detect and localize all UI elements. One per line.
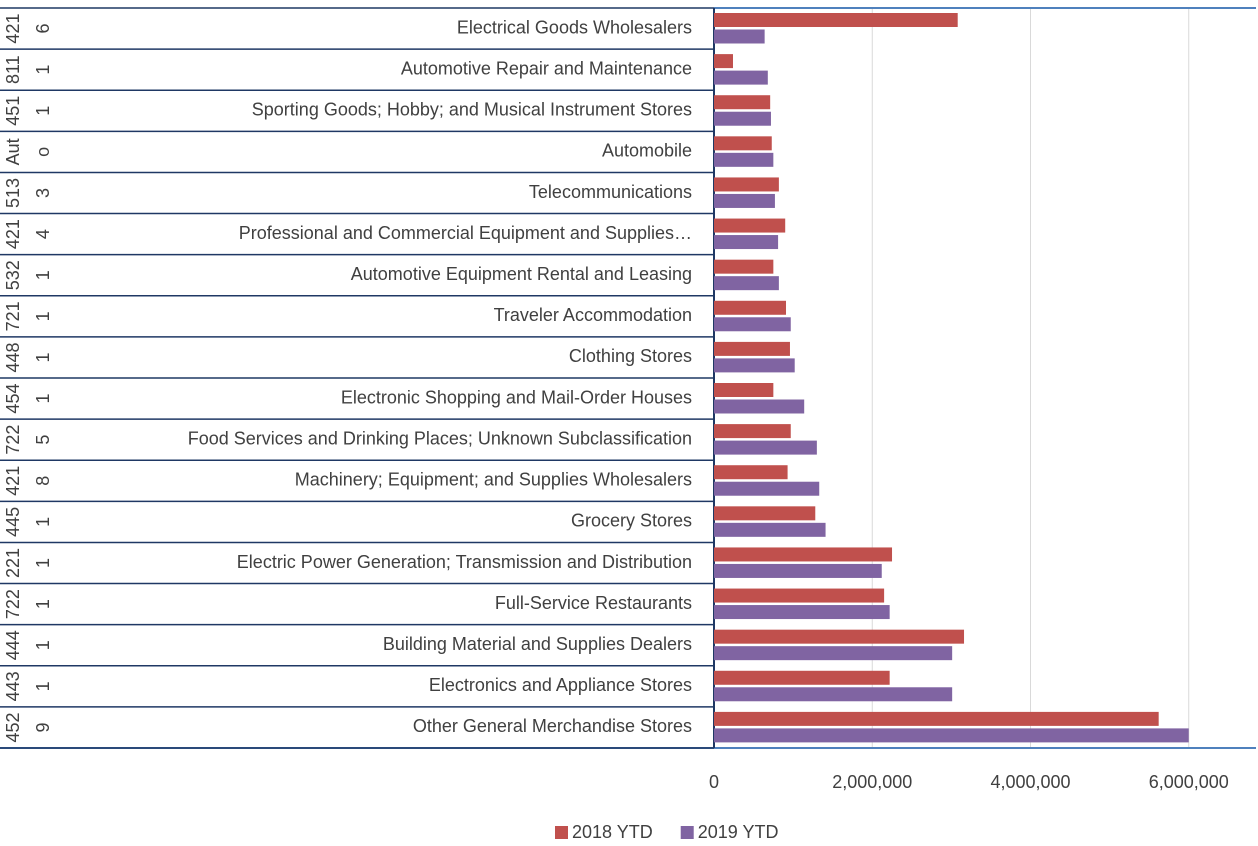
- category-group-label: 221: [3, 548, 23, 578]
- bar: [714, 29, 765, 44]
- bar: [714, 687, 953, 702]
- category-label: Automotive Repair and Maintenance: [401, 58, 692, 78]
- bar: [714, 522, 826, 537]
- bar: [714, 547, 893, 562]
- category-group-label: 421: [3, 14, 23, 44]
- category-subgroup-label: 1: [33, 517, 53, 527]
- category-group-label: 448: [3, 342, 23, 372]
- category-group-label: 451: [3, 96, 23, 126]
- category-subgroup-label: 1: [33, 681, 53, 691]
- legend-label: 2018 YTD: [572, 822, 653, 842]
- bar: [714, 605, 890, 620]
- category-label: Electric Power Generation; Transmission …: [237, 552, 692, 572]
- category-label: Other General Merchandise Stores: [413, 716, 692, 736]
- bar: [714, 358, 795, 373]
- bar: [714, 276, 779, 291]
- category-label: Electronic Shopping and Mail-Order House…: [341, 387, 692, 407]
- bar: [714, 424, 791, 439]
- category-group-label: 421: [3, 219, 23, 249]
- category-group-label: Aut: [3, 138, 23, 165]
- bar: [714, 317, 791, 332]
- category-subgroup-label: 1: [33, 352, 53, 362]
- category-label: Clothing Stores: [569, 346, 692, 366]
- category-group-label: 532: [3, 260, 23, 290]
- category-subgroup-label: 1: [33, 311, 53, 321]
- category-subgroup-label: 8: [33, 476, 53, 486]
- bar: [714, 218, 786, 233]
- bar: [714, 259, 774, 274]
- category-label: Food Services and Drinking Places; Unkno…: [188, 428, 692, 448]
- category-label: Telecommunications: [529, 182, 692, 202]
- category-label: Machinery; Equipment; and Supplies Whole…: [295, 470, 692, 490]
- category-group-label: 444: [3, 630, 23, 660]
- bar: [714, 728, 1189, 743]
- category-subgroup-label: 5: [33, 435, 53, 445]
- bar: [714, 646, 953, 661]
- bar: [714, 629, 965, 644]
- bar: [714, 506, 816, 521]
- category-subgroup-label: 1: [33, 270, 53, 280]
- category-group-label: 454: [3, 384, 23, 414]
- category-label: Building Material and Supplies Dealers: [383, 634, 692, 654]
- bar: [714, 465, 788, 480]
- bar: [714, 300, 787, 315]
- legend-swatch: [680, 826, 694, 839]
- bar: [714, 235, 779, 250]
- bar: [714, 193, 775, 208]
- x-tick-label: 6,000,000: [1149, 772, 1229, 792]
- bar: [714, 13, 958, 27]
- category-label: Traveler Accommodation: [494, 305, 692, 325]
- category-subgroup-label: 1: [33, 106, 53, 116]
- bar: [714, 399, 805, 414]
- bar: [714, 563, 882, 578]
- category-subgroup-label: 1: [33, 599, 53, 609]
- category-subgroup-label: 1: [33, 65, 53, 75]
- category-subgroup-label: 3: [33, 188, 53, 198]
- category-group-label: 421: [3, 466, 23, 496]
- bar: [714, 54, 733, 69]
- category-group-label: 513: [3, 178, 23, 208]
- x-tick-label: 2,000,000: [832, 772, 912, 792]
- x-tick-label: 0: [709, 772, 719, 792]
- category-label: Grocery Stores: [571, 511, 692, 531]
- category-group-label: 443: [3, 671, 23, 701]
- category-subgroup-label: 1: [33, 558, 53, 568]
- category-group-label: 721: [3, 301, 23, 331]
- category-subgroup-label: 1: [33, 640, 53, 650]
- category-label: Automobile: [602, 141, 692, 161]
- bar: [714, 383, 774, 397]
- bar: [714, 711, 1159, 726]
- bar: [714, 152, 774, 167]
- category-subgroup-label: o: [33, 147, 53, 157]
- category-label: Full-Service Restaurants: [495, 593, 692, 613]
- x-tick-label: 4,000,000: [990, 772, 1070, 792]
- bar: [714, 670, 890, 685]
- category-label: Professional and Commercial Equipment an…: [239, 223, 692, 243]
- category-label: Automotive Equipment Rental and Leasing: [351, 264, 692, 284]
- category-label: Sporting Goods; Hobby; and Musical Instr…: [252, 100, 692, 120]
- category-group-label: 811: [3, 55, 23, 84]
- legend-label: 2019 YTD: [698, 822, 779, 842]
- bar: [714, 111, 771, 126]
- category-label: Electrical Goods Wholesalers: [457, 17, 692, 37]
- bar: [714, 177, 779, 192]
- category-subgroup-label: 6: [33, 24, 53, 34]
- category-subgroup-label: 1: [33, 394, 53, 404]
- category-subgroup-label: 9: [33, 722, 53, 732]
- bar: [714, 95, 771, 110]
- category-group-label: 722: [3, 589, 23, 619]
- bar: [714, 136, 772, 151]
- bar: [714, 588, 885, 603]
- category-group-label: 722: [3, 425, 23, 455]
- category-label: Electronics and Appliance Stores: [429, 675, 692, 695]
- category-group-label: 452: [3, 712, 23, 742]
- category-group-label: 445: [3, 507, 23, 537]
- category-subgroup-label: 4: [33, 229, 53, 239]
- legend-swatch: [555, 826, 568, 839]
- bar: [714, 70, 768, 85]
- bar: [714, 440, 817, 455]
- bar: [714, 341, 790, 356]
- bar: [714, 481, 820, 496]
